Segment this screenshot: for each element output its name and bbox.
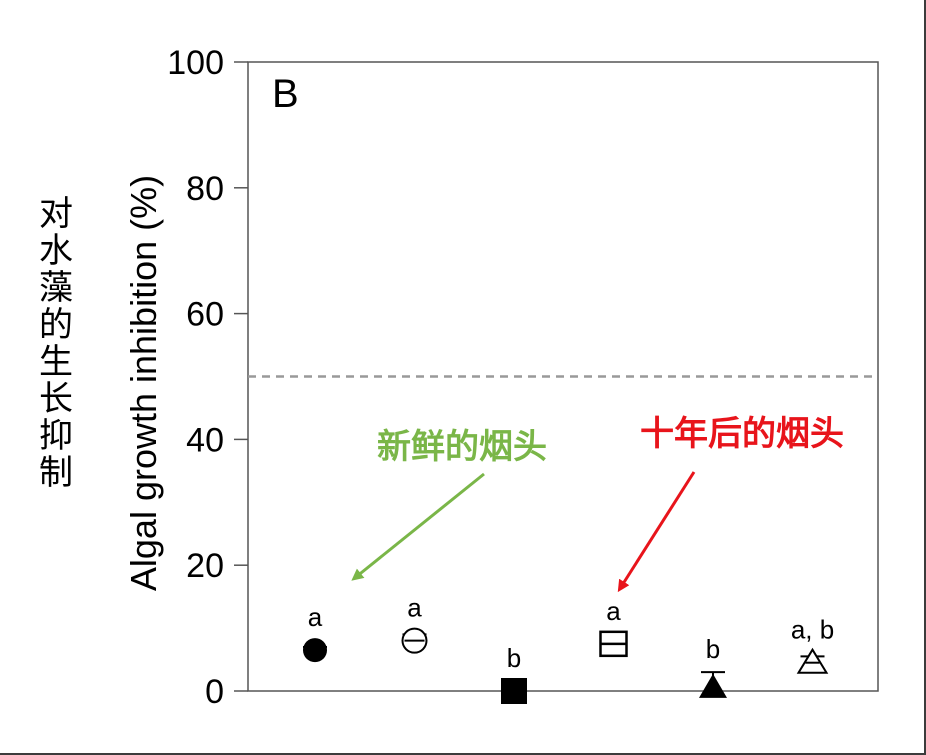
- y-tick-label: 60: [186, 296, 224, 334]
- side-label-char: 对: [39, 194, 73, 234]
- y-tick-label: 40: [186, 421, 224, 459]
- side-label-char: 抑: [39, 416, 73, 456]
- y-tick-label: 100: [167, 44, 224, 82]
- annotation-aged: 十年后的烟头: [640, 414, 844, 454]
- significance-letter: b: [706, 634, 720, 664]
- side-label-char: 长: [39, 379, 73, 419]
- panel-label: B: [272, 72, 299, 116]
- significance-letter: a, b: [791, 615, 834, 645]
- arrow-aged: [617, 471, 696, 593]
- significance-letter: a: [308, 602, 323, 632]
- y-tick-label: 80: [186, 170, 224, 208]
- marker-open-circle-striped: [401, 627, 428, 654]
- data-points: a a b a b a, b: [303, 593, 834, 704]
- data-point-1: a: [303, 602, 327, 663]
- y-axis-title: Algal growth inhibition (%): [123, 175, 164, 591]
- significance-letter: a: [407, 593, 422, 623]
- significance-letter: a: [606, 596, 621, 626]
- marker-filled-triangle: [699, 673, 727, 698]
- data-point-2: a: [401, 593, 428, 654]
- side-label-char: 藻: [39, 268, 73, 308]
- annotation-fresh: 新鲜的烟头: [377, 427, 547, 467]
- marker-open-square-striped: [599, 630, 628, 658]
- chinese-side-label: 对水藻的生长抑制: [36, 196, 76, 492]
- side-label-char: 水: [39, 231, 73, 271]
- data-point-3: b: [501, 643, 527, 704]
- y-axis-ticks: 0 20 40 60 80 100: [167, 44, 248, 711]
- marker-filled-square: [501, 678, 527, 704]
- marker-open-triangle-striped: [796, 647, 829, 674]
- data-point-5: b: [699, 634, 727, 698]
- side-label-char: 生: [39, 342, 73, 382]
- y-tick-label: 20: [186, 547, 224, 585]
- marker-filled-circle: [303, 638, 327, 663]
- side-label-char: 的: [39, 305, 73, 345]
- y-tick-label: 0: [205, 673, 224, 711]
- side-label-char: 制: [39, 453, 73, 493]
- data-point-4: a: [599, 596, 628, 658]
- arrow-fresh: [351, 472, 485, 581]
- significance-letter: b: [507, 643, 521, 673]
- data-point-6: a, b: [791, 615, 834, 674]
